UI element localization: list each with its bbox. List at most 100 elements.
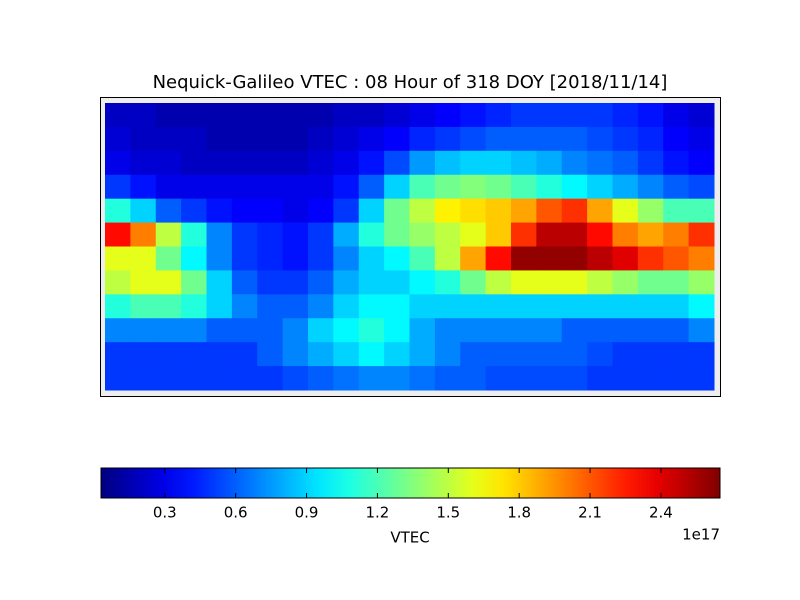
heat-cell bbox=[282, 366, 309, 391]
heat-cell bbox=[663, 150, 690, 176]
colorbar-tick-label: 1.5 bbox=[436, 504, 460, 522]
heat-cell bbox=[231, 270, 258, 295]
heat-cell bbox=[587, 294, 613, 319]
heat-cell bbox=[155, 126, 182, 152]
heat-cell bbox=[105, 222, 131, 247]
heat-cell bbox=[612, 126, 639, 152]
heat-cell bbox=[460, 294, 487, 319]
heat-cell bbox=[130, 246, 157, 271]
heat-cell bbox=[485, 366, 512, 391]
heat-cell bbox=[358, 246, 385, 271]
heat-cell bbox=[587, 126, 613, 152]
heat-cell bbox=[511, 174, 537, 200]
heat-cell bbox=[460, 318, 487, 343]
heat-cell bbox=[231, 150, 258, 176]
heat-cell bbox=[663, 174, 690, 200]
colorbar-tick-label: 0.3 bbox=[153, 504, 177, 522]
heat-cell bbox=[688, 294, 715, 319]
colorbar-label: VTEC bbox=[390, 529, 429, 547]
heat-cell bbox=[384, 198, 410, 224]
heat-cell bbox=[282, 150, 309, 176]
heat-cell bbox=[434, 222, 461, 247]
heat-cell bbox=[511, 270, 537, 295]
heat-cell bbox=[587, 246, 613, 271]
heat-cell bbox=[105, 198, 131, 224]
heat-cell bbox=[485, 318, 512, 343]
heat-cell bbox=[384, 126, 410, 152]
heat-cell bbox=[561, 126, 588, 152]
heat-cell bbox=[637, 246, 664, 271]
heat-cell bbox=[384, 150, 410, 176]
heat-cell bbox=[231, 103, 258, 128]
heat-cell bbox=[358, 150, 385, 176]
heat-cell bbox=[181, 366, 207, 391]
heat-cell bbox=[231, 342, 258, 367]
heat-cell bbox=[485, 174, 512, 200]
heat-cell bbox=[308, 126, 334, 152]
heat-cell bbox=[308, 103, 334, 128]
heat-cell bbox=[282, 198, 309, 224]
heat-cell bbox=[130, 366, 157, 391]
heat-cell bbox=[181, 270, 207, 295]
heat-cell bbox=[333, 222, 360, 247]
heat-cell bbox=[587, 103, 613, 128]
heat-cell bbox=[130, 342, 157, 367]
heat-cell bbox=[536, 270, 563, 295]
heat-cell bbox=[663, 342, 690, 367]
heat-cell bbox=[257, 150, 284, 176]
heat-cell bbox=[155, 246, 182, 271]
heat-cell bbox=[181, 198, 207, 224]
heat-cell bbox=[308, 270, 334, 295]
heat-cell bbox=[409, 366, 436, 391]
heat-cell bbox=[308, 222, 334, 247]
heat-cell bbox=[612, 342, 639, 367]
heat-cell bbox=[333, 126, 360, 152]
heat-cell bbox=[358, 103, 385, 128]
heat-cell bbox=[105, 103, 131, 128]
heat-cell bbox=[612, 103, 639, 128]
heat-cell bbox=[688, 342, 715, 367]
heat-cell bbox=[206, 103, 233, 128]
heat-cell bbox=[105, 366, 131, 391]
heat-cell bbox=[384, 294, 410, 319]
heat-cell bbox=[181, 222, 207, 247]
heat-cell bbox=[231, 294, 258, 319]
heat-cell bbox=[511, 150, 537, 176]
heat-cell bbox=[688, 222, 715, 247]
heat-cell bbox=[155, 318, 182, 343]
heat-cell bbox=[308, 342, 334, 367]
heat-cell bbox=[105, 318, 131, 343]
heat-cell bbox=[333, 174, 360, 200]
heat-cell bbox=[434, 103, 461, 128]
heat-cell bbox=[333, 366, 360, 391]
heat-cell bbox=[308, 174, 334, 200]
heat-cell bbox=[384, 318, 410, 343]
colorbar-tick-label: 1.2 bbox=[365, 504, 389, 522]
heat-cell bbox=[485, 294, 512, 319]
heat-cell bbox=[663, 126, 690, 152]
heat-cell bbox=[358, 318, 385, 343]
heat-cell bbox=[308, 150, 334, 176]
heat-cell bbox=[587, 198, 613, 224]
heat-cell bbox=[511, 342, 537, 367]
heat-cell bbox=[181, 246, 207, 271]
heat-cell bbox=[409, 150, 436, 176]
heat-cell bbox=[561, 294, 588, 319]
heat-cell bbox=[637, 366, 664, 391]
heat-cell bbox=[181, 103, 207, 128]
heat-cell bbox=[384, 366, 410, 391]
heat-cell bbox=[485, 103, 512, 128]
heat-cell bbox=[536, 318, 563, 343]
heat-cell bbox=[536, 174, 563, 200]
heat-cell bbox=[308, 318, 334, 343]
heat-cell bbox=[460, 198, 487, 224]
heat-cell bbox=[434, 150, 461, 176]
heat-cell bbox=[485, 150, 512, 176]
heat-cell bbox=[688, 150, 715, 176]
heat-cell bbox=[663, 294, 690, 319]
heat-cell bbox=[587, 150, 613, 176]
heat-cell bbox=[206, 198, 233, 224]
heat-cell bbox=[409, 246, 436, 271]
heat-cell bbox=[561, 366, 588, 391]
